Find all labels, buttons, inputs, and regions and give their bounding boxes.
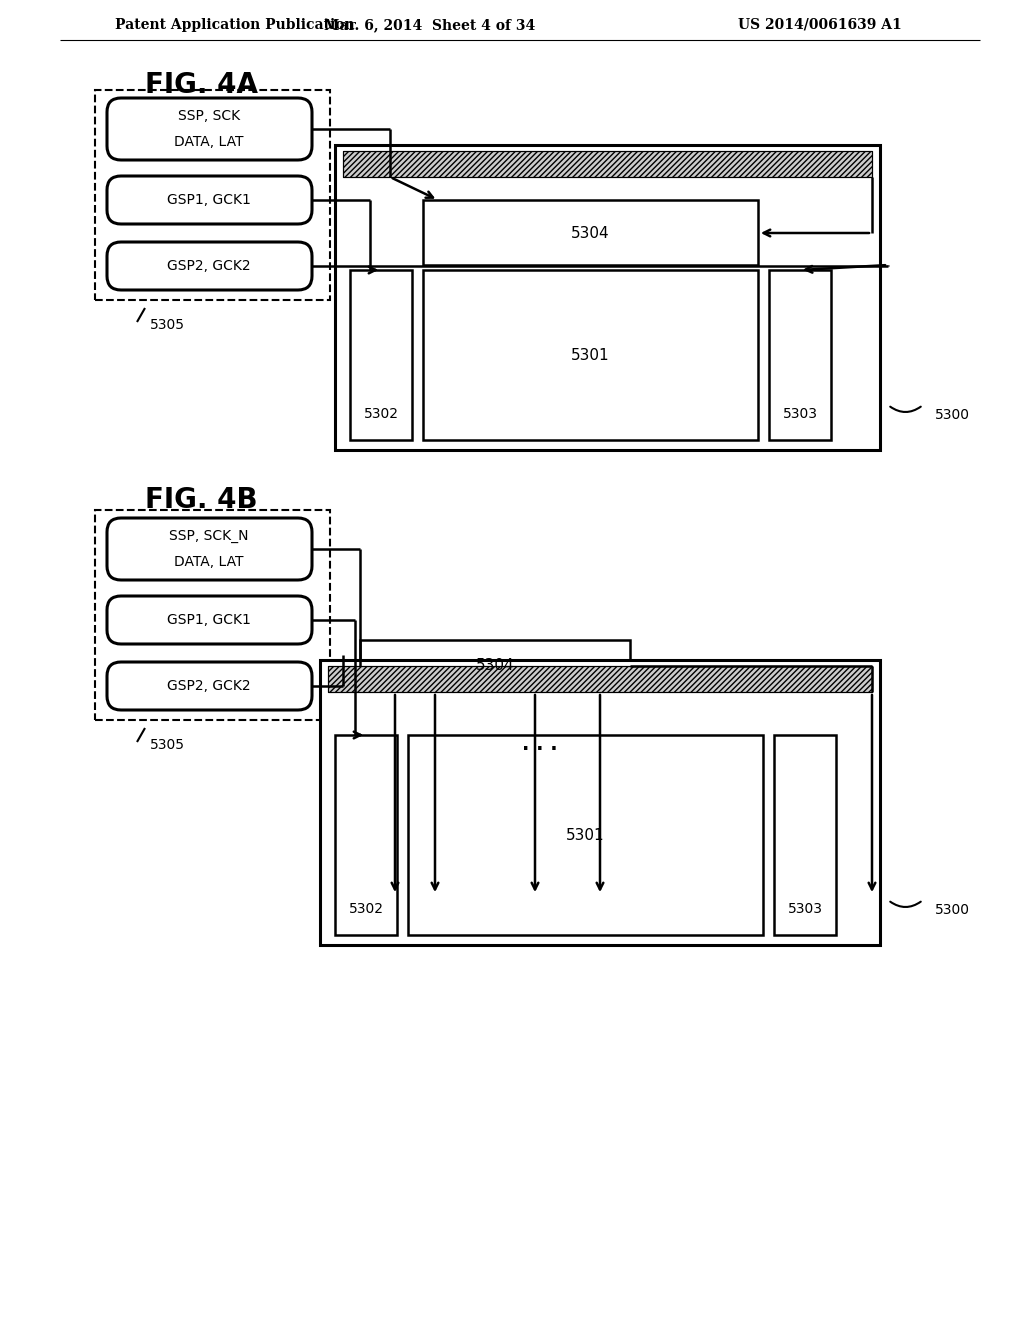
Bar	[343, 150, 872, 177]
Bar	[335, 735, 397, 935]
Text: DATA, LAT: DATA, LAT	[174, 554, 244, 569]
FancyBboxPatch shape	[106, 517, 312, 579]
FancyBboxPatch shape	[106, 98, 312, 160]
FancyBboxPatch shape	[106, 597, 312, 644]
Text: US 2014/0061639 A1: US 2014/0061639 A1	[738, 18, 902, 32]
Text: 5300: 5300	[935, 408, 970, 422]
Bar	[328, 667, 872, 692]
Text: 5302: 5302	[348, 902, 384, 916]
Bar	[95, 90, 330, 300]
Text: 5304: 5304	[476, 659, 514, 673]
Text: GSP2, GCK2: GSP2, GCK2	[167, 259, 251, 273]
Bar	[343, 150, 872, 177]
Text: FIG. 4B: FIG. 4B	[145, 486, 258, 513]
Text: 5301: 5301	[570, 347, 609, 363]
Bar	[95, 510, 330, 719]
Text: 5303: 5303	[787, 902, 822, 916]
Text: Patent Application Publication: Patent Application Publication	[115, 18, 354, 32]
FancyBboxPatch shape	[106, 242, 312, 290]
FancyBboxPatch shape	[106, 663, 312, 710]
Bar	[335, 145, 880, 450]
Text: 5301: 5301	[565, 828, 604, 842]
Text: FIG. 4A: FIG. 4A	[145, 71, 258, 99]
Text: GSP2, GCK2: GSP2, GCK2	[167, 678, 251, 693]
Text: 5300: 5300	[935, 903, 970, 917]
Bar	[328, 667, 872, 692]
Text: SSP, SCK: SSP, SCK	[178, 110, 240, 123]
Text: 5304: 5304	[570, 226, 609, 240]
Text: 5305: 5305	[150, 318, 185, 333]
Text: GSP1, GCK1: GSP1, GCK1	[167, 193, 251, 207]
Bar	[774, 735, 836, 935]
Text: GSP1, GCK1: GSP1, GCK1	[167, 612, 251, 627]
Bar	[408, 735, 763, 935]
Text: 5303: 5303	[782, 407, 817, 421]
Text: 5302: 5302	[364, 407, 398, 421]
Bar	[350, 271, 412, 440]
FancyBboxPatch shape	[106, 176, 312, 224]
Text: DATA, LAT: DATA, LAT	[174, 135, 244, 149]
Bar	[360, 640, 630, 692]
Bar	[769, 271, 831, 440]
Text: 5305: 5305	[150, 738, 185, 752]
Bar	[423, 201, 758, 265]
Text: SSP, SCK_N: SSP, SCK_N	[169, 529, 249, 543]
Text: Mar. 6, 2014  Sheet 4 of 34: Mar. 6, 2014 Sheet 4 of 34	[325, 18, 536, 32]
Text: . . .: . . .	[522, 735, 558, 755]
Bar	[319, 660, 880, 945]
Bar	[423, 271, 758, 440]
